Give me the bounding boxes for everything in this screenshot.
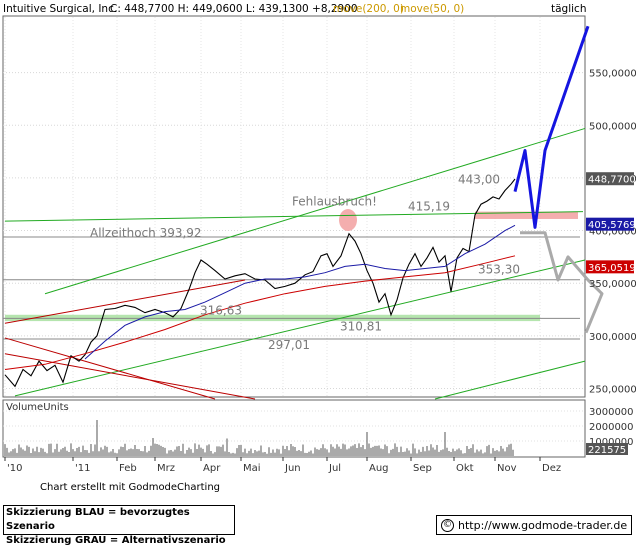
downtrend-line [4, 337, 216, 400]
chart-credit: Chart erstellt mit GodmodeCharting [40, 482, 220, 493]
annotations: Allzeithoch 393,92 Fehlausbruch! 415,19 443… [90, 172, 520, 352]
ma50-line [84, 224, 516, 360]
x-tick-label: Aug [369, 463, 389, 474]
y-tick-label: 250,0000 [589, 384, 636, 395]
volume-tick-label: 1000000 [589, 437, 634, 448]
price-tag [586, 172, 634, 186]
x-tick-label: Feb [119, 463, 137, 474]
x-tick-label: Okt [456, 463, 474, 474]
annotation-label: Allzeithoch 393,92 [90, 226, 202, 240]
period-label: täglich [551, 3, 586, 15]
chart-quote: C: 448,7700 H: 449,0600 L: 439,1300 +8,2… [110, 3, 358, 15]
volume-panel-frame [2, 399, 586, 458]
volume-label: VolumeUnits [6, 402, 69, 413]
price-series [4, 178, 516, 388]
scenario-legend: Skizzierung BLAU = bevorzugtes Szenario … [3, 505, 235, 546]
annotation-label: 310,81 [340, 319, 382, 333]
y-tick-label: 300,0000 [589, 332, 636, 343]
x-tick-label: Sep [413, 463, 432, 474]
axes: 250,0000300,0000350,0000400,0000450,0000… [586, 69, 636, 395]
x-tick-label: Mai [243, 463, 261, 474]
alternative-scenario-path [520, 231, 604, 334]
ma200-line [4, 255, 516, 370]
x-tick-label: Nov [497, 463, 517, 474]
channel-line [4, 211, 584, 222]
price-tag [586, 260, 634, 274]
false-breakout-marker [339, 209, 357, 232]
price-tag-label: 365,0519 [588, 263, 636, 274]
x-tick-label: Dez [542, 463, 561, 474]
copyright-icon: © [441, 518, 454, 532]
preferred-scenario-path [513, 25, 590, 229]
downtrend-line [4, 353, 256, 400]
y-tick-label: 500,0000 [589, 121, 636, 132]
legend-ma200: move(200, 0) [333, 3, 404, 15]
price-tag-label: 405,5769 [588, 220, 636, 231]
price-tag-label: 448,7700 [588, 175, 636, 186]
legend-blue-text: Skizzierung BLAU = bevorzugtes Szenario [6, 507, 190, 532]
source-url[interactable]: http://www.godmode-trader.de [458, 518, 628, 532]
x-tick-label: Apr [203, 463, 221, 474]
legend-ma50: move(50, 0) [400, 3, 464, 15]
x-tick-label: '10 [7, 463, 22, 474]
y-tick-label: 550,0000 [589, 69, 636, 80]
channel-line [44, 127, 586, 295]
x-tick-label: Jun [284, 463, 301, 474]
x-tick-label: Mrz [157, 463, 175, 474]
resistance-zone [475, 211, 578, 219]
annotation-label: 415,19 [408, 200, 450, 214]
source-link[interactable]: © http://www.godmode-trader.de [436, 515, 632, 535]
x-tick-label: '11 [75, 463, 90, 474]
price-tag [586, 217, 634, 231]
volume-last-tag [586, 443, 628, 455]
annotation-label: 297,01 [268, 338, 310, 352]
annotation-label: Fehlausbruch! [292, 195, 377, 209]
trend-lines [3, 127, 586, 400]
volume-tick-label: 3000000 [589, 407, 634, 418]
y-tick-label: 400,0000 [589, 227, 636, 238]
channel-line [434, 360, 586, 400]
x-axis: '10 '11 Feb Mrz Apr Mai Jun Jul Aug Sep Okt Nov Dez [4, 457, 561, 474]
price-panel-frame [2, 15, 586, 398]
scenarios [513, 25, 604, 334]
grid [3, 17, 585, 396]
volume-tick-label: 2000000 [589, 422, 634, 433]
annotation-label: 353,30 [478, 263, 520, 277]
y-tick-label: 350,0000 [589, 279, 636, 290]
x-tick-label: Jul [328, 463, 341, 474]
annotation-label: 316,63 [200, 303, 242, 317]
channel-line [14, 259, 586, 397]
price-line [4, 178, 516, 388]
annotation-label: 443,00 [458, 172, 500, 186]
volume-last-value: 221575 [588, 445, 626, 456]
chart-company: Intuitive Surgical, Inc. [3, 3, 117, 15]
legend-gray-text: Skizzierung GRAU = Alternativszenario [6, 535, 226, 546]
downtrend-line [4, 279, 246, 324]
